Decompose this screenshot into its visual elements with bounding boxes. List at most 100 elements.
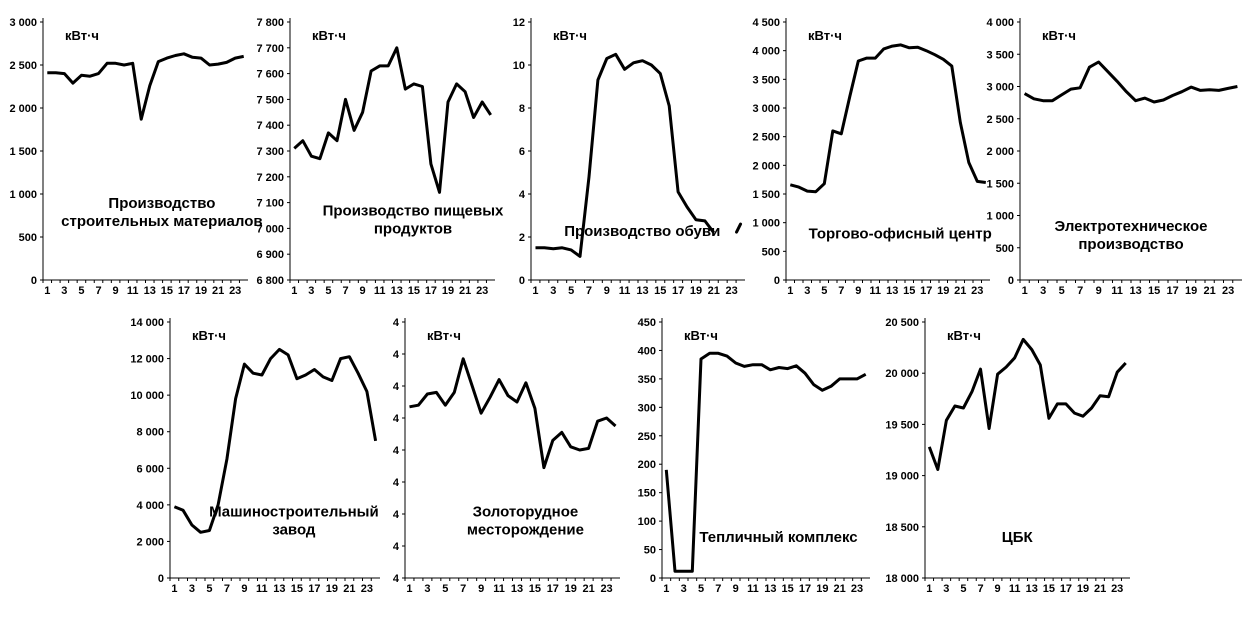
y-tick-label: 50 [644, 545, 656, 557]
x-tick-label: 17 [1167, 285, 1179, 297]
x-tick-label: 5 [442, 583, 448, 595]
chart-title-line: производство [1078, 236, 1183, 253]
y-tick-label: 1 000 [986, 211, 1014, 223]
x-tick-label: 7 [586, 285, 592, 297]
x-tick-label: 5 [960, 583, 966, 595]
y-tick-label: 10 [513, 60, 525, 72]
x-tick-label: 7 [977, 583, 983, 595]
y-tick-label: 0 [158, 573, 164, 585]
x-tick-label: 11 [1111, 285, 1123, 297]
y-tick-label: 20 000 [885, 368, 919, 380]
x-tick-label: 5 [206, 583, 212, 595]
chart-title-line: Производство обуви [564, 223, 720, 240]
x-tick-label: 1 [663, 583, 669, 595]
x-tick-label: 5 [568, 285, 574, 297]
x-tick-label: 19 [195, 285, 207, 297]
chart-title-line: Золоторудное [473, 504, 579, 521]
y-tick-label: 4 [393, 317, 400, 329]
x-tick-label: 3 [308, 285, 314, 297]
x-tick-label: 13 [144, 285, 156, 297]
x-tick-label: 13 [636, 285, 648, 297]
x-tick-label: 23 [726, 285, 738, 297]
x-tick-label: 15 [291, 583, 303, 595]
y-tick-label: 12 000 [130, 354, 164, 366]
x-tick-label: 1 [171, 583, 177, 595]
y-tick-label: 7 200 [256, 172, 284, 184]
x-tick-label: 7 [224, 583, 230, 595]
x-tick-label: 1 [406, 583, 412, 595]
y-tick-label: 0 [650, 573, 656, 585]
x-tick-label: 3 [943, 583, 949, 595]
x-tick-label: 23 [1111, 583, 1123, 595]
x-tick-label: 1 [787, 285, 793, 297]
x-tick-label: 21 [708, 285, 720, 297]
y-tick-label: 2 [519, 232, 525, 244]
y-tick-label: 4 000 [986, 17, 1014, 29]
unit-label: кВт·ч [192, 328, 226, 343]
y-tick-label: 0 [31, 275, 37, 287]
y-tick-label: 4 [393, 541, 400, 553]
y-tick-label: 1 500 [986, 178, 1014, 190]
chart-title: Тепличный комплекс [699, 529, 857, 546]
y-tick-label: 3 500 [752, 74, 780, 86]
x-tick-label: 21 [583, 583, 595, 595]
y-tick-label: 500 [19, 232, 37, 244]
y-tick-label: 4 [393, 509, 400, 521]
y-tick-label: 4 [519, 189, 526, 201]
y-tick-label: 0 [1008, 275, 1014, 287]
y-tick-label: 1 500 [9, 146, 37, 158]
x-tick-label: 19 [565, 583, 577, 595]
x-tick-label: 5 [1059, 285, 1065, 297]
y-tick-label: 18 500 [885, 522, 919, 534]
x-tick-label: 7 [342, 285, 348, 297]
unit-label: кВт·ч [1042, 28, 1076, 43]
x-tick-label: 7 [838, 285, 844, 297]
y-tick-label: 7 000 [256, 223, 284, 235]
y-tick-label: 20 500 [885, 317, 919, 329]
y-tick-label: 2 500 [986, 114, 1014, 126]
y-tick-label: 150 [638, 488, 656, 500]
x-tick-label: 23 [1222, 285, 1234, 297]
unit-label: кВт·ч [947, 328, 981, 343]
y-tick-label: 3 000 [986, 82, 1014, 94]
y-tick-label: 7 300 [256, 146, 284, 158]
y-tick-label: 200 [638, 459, 656, 471]
x-tick-label: 21 [834, 583, 846, 595]
x-tick-label: 11 [1009, 583, 1021, 595]
chart-title-line: Машиностроительный [209, 504, 379, 521]
chart-title-line: строительных материалов [61, 213, 262, 230]
y-tick-label: 2 000 [752, 160, 780, 172]
x-tick-label: 11 [747, 583, 759, 595]
x-tick-label: 9 [604, 285, 610, 297]
x-tick-label: 15 [1148, 285, 1160, 297]
x-tick-label: 15 [1043, 583, 1055, 595]
y-tick-label: 6 800 [256, 275, 284, 287]
y-tick-label: 10 000 [130, 390, 164, 402]
x-tick-label: 7 [1077, 285, 1083, 297]
unit-label: кВт·ч [808, 28, 842, 43]
y-tick-label: 19 000 [885, 471, 919, 483]
y-tick-label: 300 [638, 402, 656, 414]
y-tick-label: 4 000 [752, 46, 780, 58]
x-tick-label: 15 [654, 285, 666, 297]
chart-title-line: Производство [108, 195, 215, 212]
chart-title: Производство обуви [564, 223, 720, 240]
y-tick-label: 0 [519, 275, 525, 287]
x-tick-label: 17 [547, 583, 559, 595]
x-tick-label: 17 [799, 583, 811, 595]
x-tick-label: 7 [715, 583, 721, 595]
y-tick-label: 3 500 [986, 49, 1014, 61]
x-tick-label: 17 [178, 285, 190, 297]
x-tick-label: 5 [821, 285, 827, 297]
x-tick-label: 19 [326, 583, 338, 595]
x-tick-label: 9 [1096, 285, 1102, 297]
y-tick-label: 500 [762, 246, 780, 258]
x-tick-label: 17 [425, 285, 437, 297]
